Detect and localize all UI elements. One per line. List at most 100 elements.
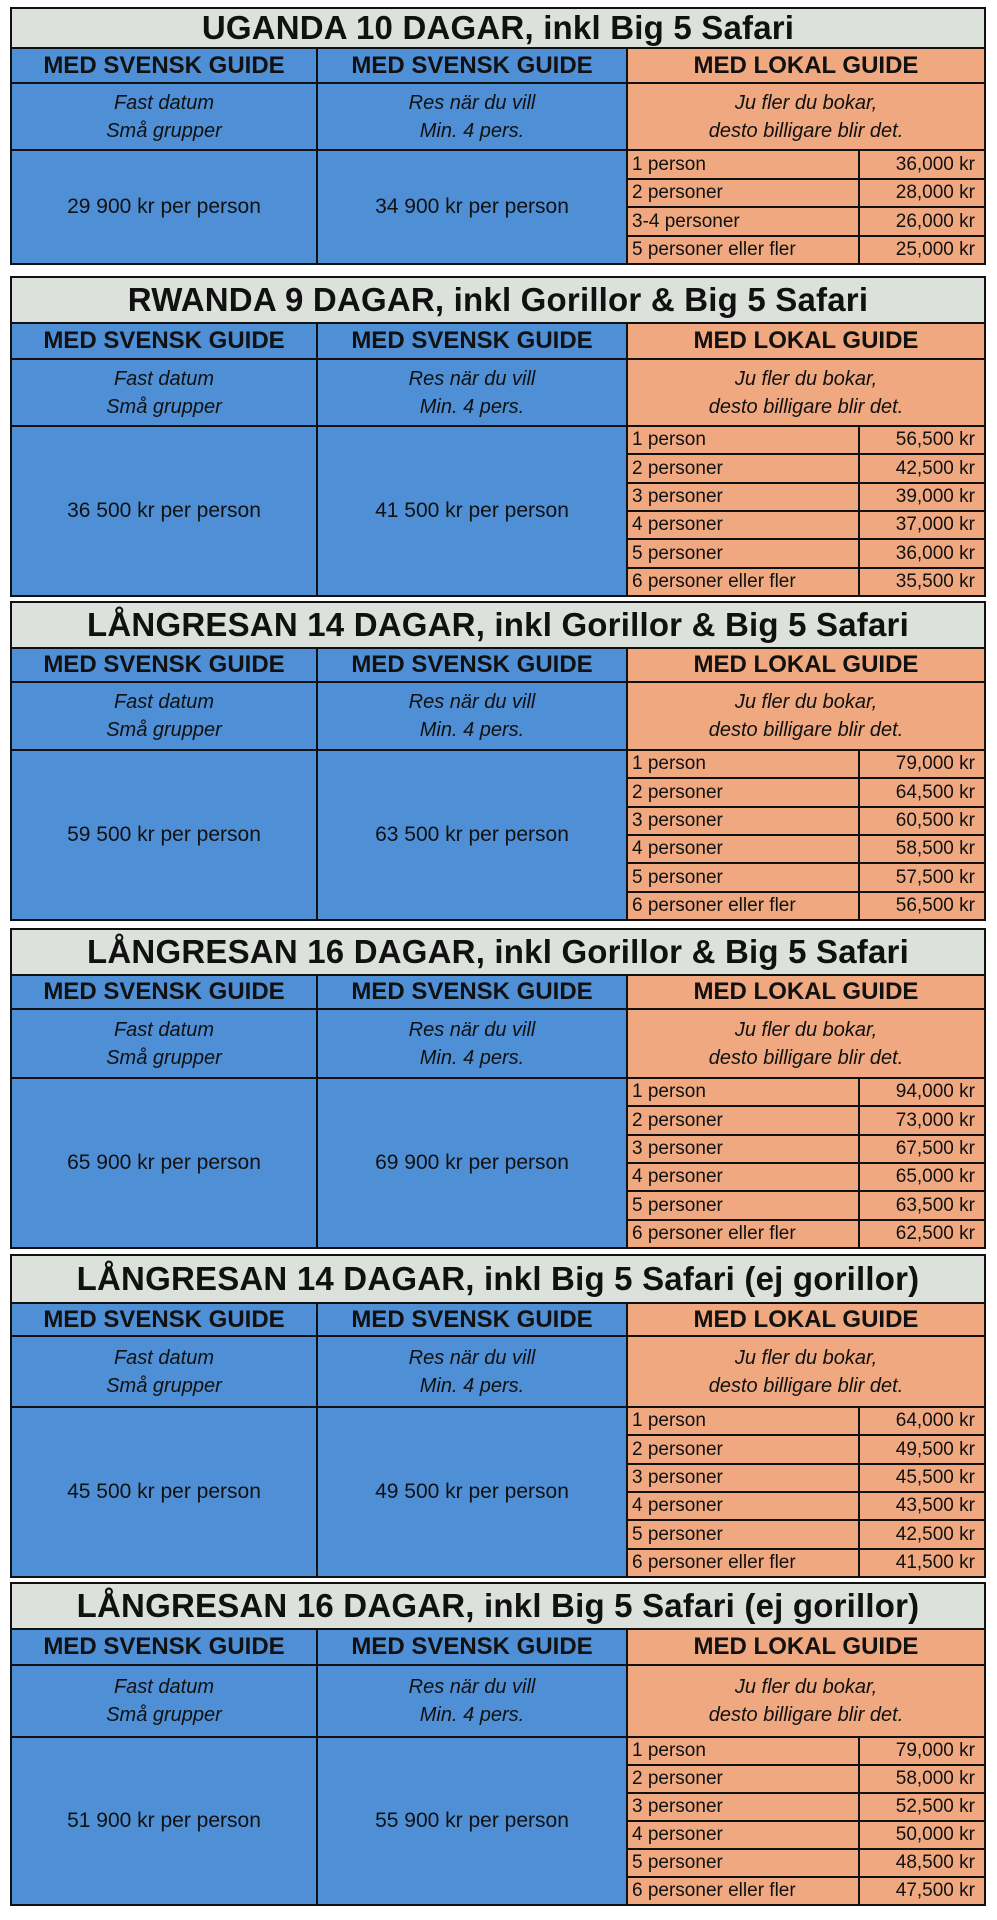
small-groups-line: Små grupper	[106, 119, 222, 142]
swedish-guide-fixed-header: MED SVENSK GUIDE	[10, 1302, 318, 1337]
fixed-date-line: Fast datum	[113, 1018, 215, 1041]
travel-anytime-line: Res när du vill	[408, 367, 536, 390]
section-title: UGANDA 10 DAGAR, inkl Big 5 Safari	[10, 7, 986, 49]
swedish-guide-flex-header: MED SVENSK GUIDE	[316, 647, 628, 683]
group-size-price: 42,500 kr	[858, 1519, 986, 1550]
price-flexible-date: 34 900 kr per person	[316, 149, 628, 265]
group-discount-line-2: desto billigare blir det.	[708, 1046, 904, 1069]
group-discount-line-2: desto billigare blir det.	[708, 1704, 904, 1726]
group-size-label: 5 personer	[626, 538, 860, 569]
swedish-guide-flex-header: MED SVENSK GUIDE	[316, 1628, 628, 1666]
group-size-label: 1 person	[626, 749, 860, 779]
group-discount-line-1: Ju fler du bokar,	[734, 1018, 878, 1041]
local-guide-header: MED LOKAL GUIDE	[626, 1628, 986, 1666]
group-size-price: 57,500 kr	[858, 862, 986, 893]
flexible-date-note: Res när du vill Min. 4 pers.	[316, 82, 628, 151]
group-size-label: 4 personer	[626, 1491, 860, 1521]
group-size-label: 2 personer	[626, 777, 860, 808]
group-size-price: 36,000 kr	[858, 149, 986, 180]
flexible-date-note: Res när du vill Min. 4 pers.	[316, 1335, 628, 1408]
swedish-guide-fixed-header: MED SVENSK GUIDE	[10, 647, 318, 683]
fixed-date-line: Fast datum	[113, 367, 215, 390]
small-groups-line: Små grupper	[106, 719, 222, 741]
fixed-date-note: Fast datum Små grupper	[10, 1664, 318, 1738]
group-size-price: 25,000 kr	[858, 235, 986, 265]
fixed-date-line: Fast datum	[113, 691, 215, 713]
group-size-label: 4 personer	[626, 1820, 860, 1850]
group-size-price: 37,000 kr	[858, 510, 986, 540]
group-size-price: 94,000 kr	[858, 1077, 986, 1107]
local-guide-header: MED LOKAL GUIDE	[626, 47, 986, 84]
price-flexible-date: 49 500 kr per person	[316, 1406, 628, 1578]
group-size-label: 5 personer	[626, 1848, 860, 1878]
group-size-label: 4 personer	[626, 510, 860, 540]
group-size-price: 73,000 kr	[858, 1105, 986, 1136]
travel-anytime-line: Res när du vill	[408, 91, 536, 114]
swedish-guide-fixed-header: MED SVENSK GUIDE	[10, 974, 318, 1010]
swedish-guide-flex-header: MED SVENSK GUIDE	[316, 47, 628, 84]
price-flexible-date: 41 500 kr per person	[316, 425, 628, 597]
group-size-label: 3 personer	[626, 1792, 860, 1822]
group-size-price: 64,500 kr	[858, 777, 986, 808]
fixed-date-note: Fast datum Små grupper	[10, 82, 318, 151]
local-guide-header: MED LOKAL GUIDE	[626, 974, 986, 1010]
group-size-label: 5 personer	[626, 1190, 860, 1221]
group-size-price: 43,500 kr	[858, 1491, 986, 1521]
group-size-price: 41,500 kr	[858, 1548, 986, 1578]
group-discount-note: Ju fler du bokar, desto billigare blir de…	[626, 82, 986, 151]
group-size-price: 62,500 kr	[858, 1219, 986, 1249]
travel-anytime-line: Res när du vill	[408, 691, 536, 713]
group-size-price: 63,500 kr	[858, 1190, 986, 1221]
group-size-label: 5 personer	[626, 1519, 860, 1550]
group-size-price: 45,500 kr	[858, 1463, 986, 1493]
group-size-label: 1 person	[626, 425, 860, 455]
group-size-label: 6 personer eller fler	[626, 1219, 860, 1249]
price-fixed-date: 36 500 kr per person	[10, 425, 318, 597]
group-discount-line-2: desto billigare blir det.	[708, 719, 904, 741]
travel-anytime-line: Res när du vill	[408, 1676, 536, 1698]
group-discount-note: Ju fler du bokar, desto billigare blir de…	[626, 1008, 986, 1079]
swedish-guide-fixed-header: MED SVENSK GUIDE	[10, 1628, 318, 1666]
group-discount-note: Ju fler du bokar, desto billigare blir de…	[626, 681, 986, 751]
small-groups-line: Små grupper	[106, 1046, 222, 1069]
group-size-price: 56,500 kr	[858, 425, 986, 455]
group-size-label: 3-4 personer	[626, 206, 860, 237]
group-size-price: 56,500 kr	[858, 891, 986, 921]
price-fixed-date: 65 900 kr per person	[10, 1077, 318, 1249]
group-size-label: 2 personer	[626, 1434, 860, 1465]
group-size-price: 49,500 kr	[858, 1434, 986, 1465]
price-fixed-date: 29 900 kr per person	[10, 149, 318, 265]
min-persons-line: Min. 4 pers.	[419, 719, 525, 741]
group-size-price: 52,500 kr	[858, 1792, 986, 1822]
local-guide-header: MED LOKAL GUIDE	[626, 647, 986, 683]
group-size-price: 28,000 kr	[858, 178, 986, 208]
flexible-date-note: Res när du vill Min. 4 pers.	[316, 358, 628, 427]
group-size-label: 3 personer	[626, 806, 860, 836]
group-size-label: 1 person	[626, 1077, 860, 1107]
group-size-price: 36,000 kr	[858, 538, 986, 569]
fixed-date-note: Fast datum Små grupper	[10, 681, 318, 751]
group-discount-line-2: desto billigare blir det.	[708, 119, 904, 142]
small-groups-line: Små grupper	[106, 1374, 222, 1397]
price-flexible-date: 63 500 kr per person	[316, 749, 628, 921]
group-size-price: 48,500 kr	[858, 1848, 986, 1878]
min-persons-line: Min. 4 pers.	[419, 395, 525, 418]
fixed-date-note: Fast datum Små grupper	[10, 1008, 318, 1079]
group-discount-line-1: Ju fler du bokar,	[734, 367, 878, 390]
fixed-date-note: Fast datum Små grupper	[10, 358, 318, 427]
group-discount-line-1: Ju fler du bokar,	[734, 1346, 878, 1369]
min-persons-line: Min. 4 pers.	[419, 1374, 525, 1397]
group-size-price: 79,000 kr	[858, 749, 986, 779]
section-title: RWANDA 9 DAGAR, inkl Gorillor & Big 5 Sa…	[10, 276, 986, 324]
fixed-date-line: Fast datum	[113, 1346, 215, 1369]
flexible-date-note: Res när du vill Min. 4 pers.	[316, 1664, 628, 1738]
price-fixed-date: 51 900 kr per person	[10, 1736, 318, 1906]
group-size-price: 79,000 kr	[858, 1736, 986, 1766]
group-size-label: 3 personer	[626, 482, 860, 512]
fixed-date-line: Fast datum	[113, 91, 215, 114]
group-size-price: 47,500 kr	[858, 1876, 986, 1906]
price-flexible-date: 55 900 kr per person	[316, 1736, 628, 1906]
group-size-label: 4 personer	[626, 1162, 860, 1192]
price-fixed-date: 45 500 kr per person	[10, 1406, 318, 1578]
